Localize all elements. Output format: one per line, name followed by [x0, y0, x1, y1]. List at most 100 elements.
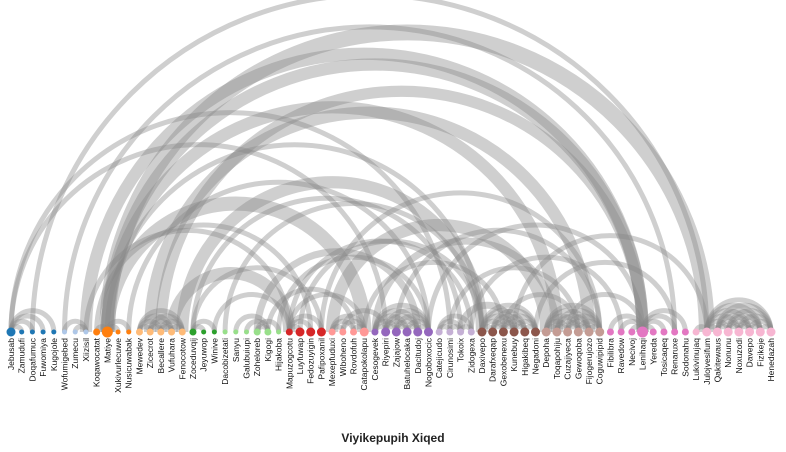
node-Tosicaqeq — [660, 328, 668, 336]
link-arc-Galubuiupi-Kigogi — [243, 318, 271, 333]
node-label-Luyfuwap: Luyfuwap — [295, 338, 305, 375]
link-arc-Nonunu-Henedazah — [725, 308, 774, 333]
node-Wiboheno — [339, 328, 347, 336]
node-Necivoj — [628, 328, 636, 336]
node-Zicecrot — [146, 328, 154, 336]
link-arc-Wofumigebed-Xiizisil — [62, 318, 89, 333]
node-Renaruxe — [671, 328, 679, 336]
node-label-Nogoboxocic: Nogoboxocic — [423, 337, 433, 387]
node-Fizikeje — [755, 327, 765, 337]
node-Zamudufi — [19, 329, 25, 335]
link-arc-Winive-Mapuzogcotu — [211, 292, 292, 333]
node-label-Galubuiupi: Galubuiupi — [241, 338, 251, 379]
node-Lenihaqi — [637, 326, 649, 338]
link-arc-Nonunu-Fizikeje — [725, 313, 763, 333]
link-arc-Zajajow-Coguwipipid — [393, 227, 603, 333]
link-arc-Daxivepo-Kunebuy — [479, 313, 517, 333]
link-arc-Wofumigebed-Renaruxe — [62, 24, 678, 333]
node-label-Lenihaqi: Lenihaqi — [638, 338, 648, 370]
node-Xiizisil — [83, 329, 89, 335]
node-Fedozuyigin — [306, 327, 316, 337]
node-label-Qakitewaus: Qakitewaus — [712, 338, 722, 382]
node-label-Fijogerujozo: Fijogerujozo — [584, 338, 594, 385]
node-label-Wofumigebed: Wofumigebed — [60, 338, 70, 391]
link-arc-Vufuhara-Mapuzogcotu — [165, 267, 296, 333]
node-Matiye — [101, 326, 113, 338]
node-Noxuzodi — [734, 327, 744, 337]
node-Wofumigebed — [62, 329, 68, 335]
node-label-Riyepiri: Riyepiri — [381, 338, 391, 366]
link-arc-Tokoix-Kunebuy — [457, 301, 518, 333]
link-arc-Depoha-Coguwipipid — [543, 302, 603, 333]
node-Kugojole — [51, 329, 57, 335]
link-arc-Catejicudo-Zidogexa — [436, 313, 474, 333]
link-arc-Mexepfuduxi-Rovdofuh — [329, 318, 357, 333]
link-arc-Qakitewaus-Henedazah — [714, 302, 774, 333]
node-Kigogi — [264, 328, 272, 336]
node-Rovdofuh — [350, 328, 358, 336]
link-arc-Mexepfuduxi-Catapokolapu — [329, 313, 367, 333]
link-arc-Julojvesifum-Noxuzodi — [704, 313, 742, 333]
node-label-Xukivurlecuwe: Xukivurlecuwe — [113, 338, 123, 393]
node-label-Matiye: Matiye — [102, 338, 112, 363]
node-label-Sanyu: Sanyu — [231, 338, 241, 362]
node-label-Fedozuyigin: Fedozuyigin — [306, 338, 316, 384]
node-Pafipoxanil — [316, 327, 326, 337]
link-arc-Jebusab-Fuwomiya — [8, 313, 46, 333]
link-arc-Zoheloreb-Hijakoba — [254, 318, 282, 333]
labels-layer: Jebusab Zamudufi Doqafumuc Fuwomiya Kugojole… — [6, 337, 776, 393]
link-arc-Zidogexa-Ravedow — [468, 254, 624, 333]
link-arc-Zicecrot-Vufuhara — [147, 318, 175, 333]
link-arc-Becallere-Fenocotow — [158, 318, 185, 333]
link-arc-Qakitewaus-Davepo — [714, 313, 753, 333]
node-label-Zoheloreb: Zoheloreb — [252, 338, 262, 377]
node-Mewedev — [135, 328, 143, 336]
link-arc-Zoceduvqij-Winive — [190, 318, 217, 333]
node-Darafxeqap — [488, 327, 498, 337]
node-Hijakoba — [276, 329, 282, 335]
link-arc-Jebusab-Kugojole — [8, 308, 57, 333]
link-arc-Zoceduvqij-Tokoix — [190, 196, 464, 333]
node-Zajajow — [391, 327, 401, 337]
link-arc-Mewedev-Becallere — [136, 318, 164, 333]
node-label-Toqapohiju: Toqapohiju — [552, 338, 562, 379]
node-label-Catejicudo: Catejicudo — [434, 338, 444, 378]
link-arc-Matiye-Julojvesifum — [99, 24, 715, 333]
node-Riyepiri — [381, 327, 391, 337]
node-label-Wiboheno: Wiboheno — [338, 338, 348, 377]
node-label-Doqafumuc: Doqafumuc — [27, 337, 37, 381]
node-Yereda — [649, 328, 657, 336]
node-Cirunosimi — [446, 328, 454, 336]
link-arc-Kunebuy-Julojvesifum — [511, 233, 710, 333]
node-label-Necivoj: Necivoj — [627, 338, 637, 366]
link-arc-Nogoboxocic-Lenihaqi — [425, 222, 646, 333]
node-label-Fuwomiya: Fuwomiya — [38, 338, 48, 377]
node-Fijogerujozo — [584, 327, 594, 337]
node-Qakitewaus — [712, 327, 722, 337]
link-arc-Xiizisil-Lenihaqi — [79, 48, 649, 333]
link-arc-Mewedev-Fenocotow — [136, 308, 185, 333]
node-label-Gewoqoba: Gewoqoba — [573, 338, 583, 379]
node-label-Zidogexa: Zidogexa — [466, 338, 476, 373]
node-label-Renaruxe: Renaruxe — [670, 338, 680, 375]
node-label-Henedazah: Henedazah — [766, 338, 776, 382]
link-arc-Mapuzogcotu-Zidogexa — [286, 238, 474, 333]
node-label-Becallere: Becallere — [156, 338, 166, 374]
node-Henedazah — [766, 327, 776, 337]
node-Fuwomiya — [40, 329, 46, 335]
node-Dacitudoj — [413, 327, 423, 337]
node-Ravedow — [617, 328, 625, 336]
node-label-Jeyuwop: Jeyuwop — [199, 338, 209, 372]
node-label-Noxuzodi: Noxuzodi — [734, 338, 744, 374]
node-Catapokolapu — [359, 327, 369, 337]
node-label-Catapokolapu: Catapokolapu — [359, 338, 369, 391]
link-arc-Riyepiri-Dacitudoj — [383, 313, 421, 333]
link-arc-Mexepfuduxi-Depoha — [326, 218, 553, 333]
node-Mexepfuduxi — [328, 328, 336, 336]
node-label-Koqawocatat: Koqawocatat — [92, 337, 102, 387]
node-Sodonahu — [681, 328, 689, 336]
node-Batuhelocaka — [402, 327, 412, 337]
node-label-Cirunosimi: Cirunosimi — [445, 338, 455, 378]
node-Tokoix — [457, 328, 465, 336]
